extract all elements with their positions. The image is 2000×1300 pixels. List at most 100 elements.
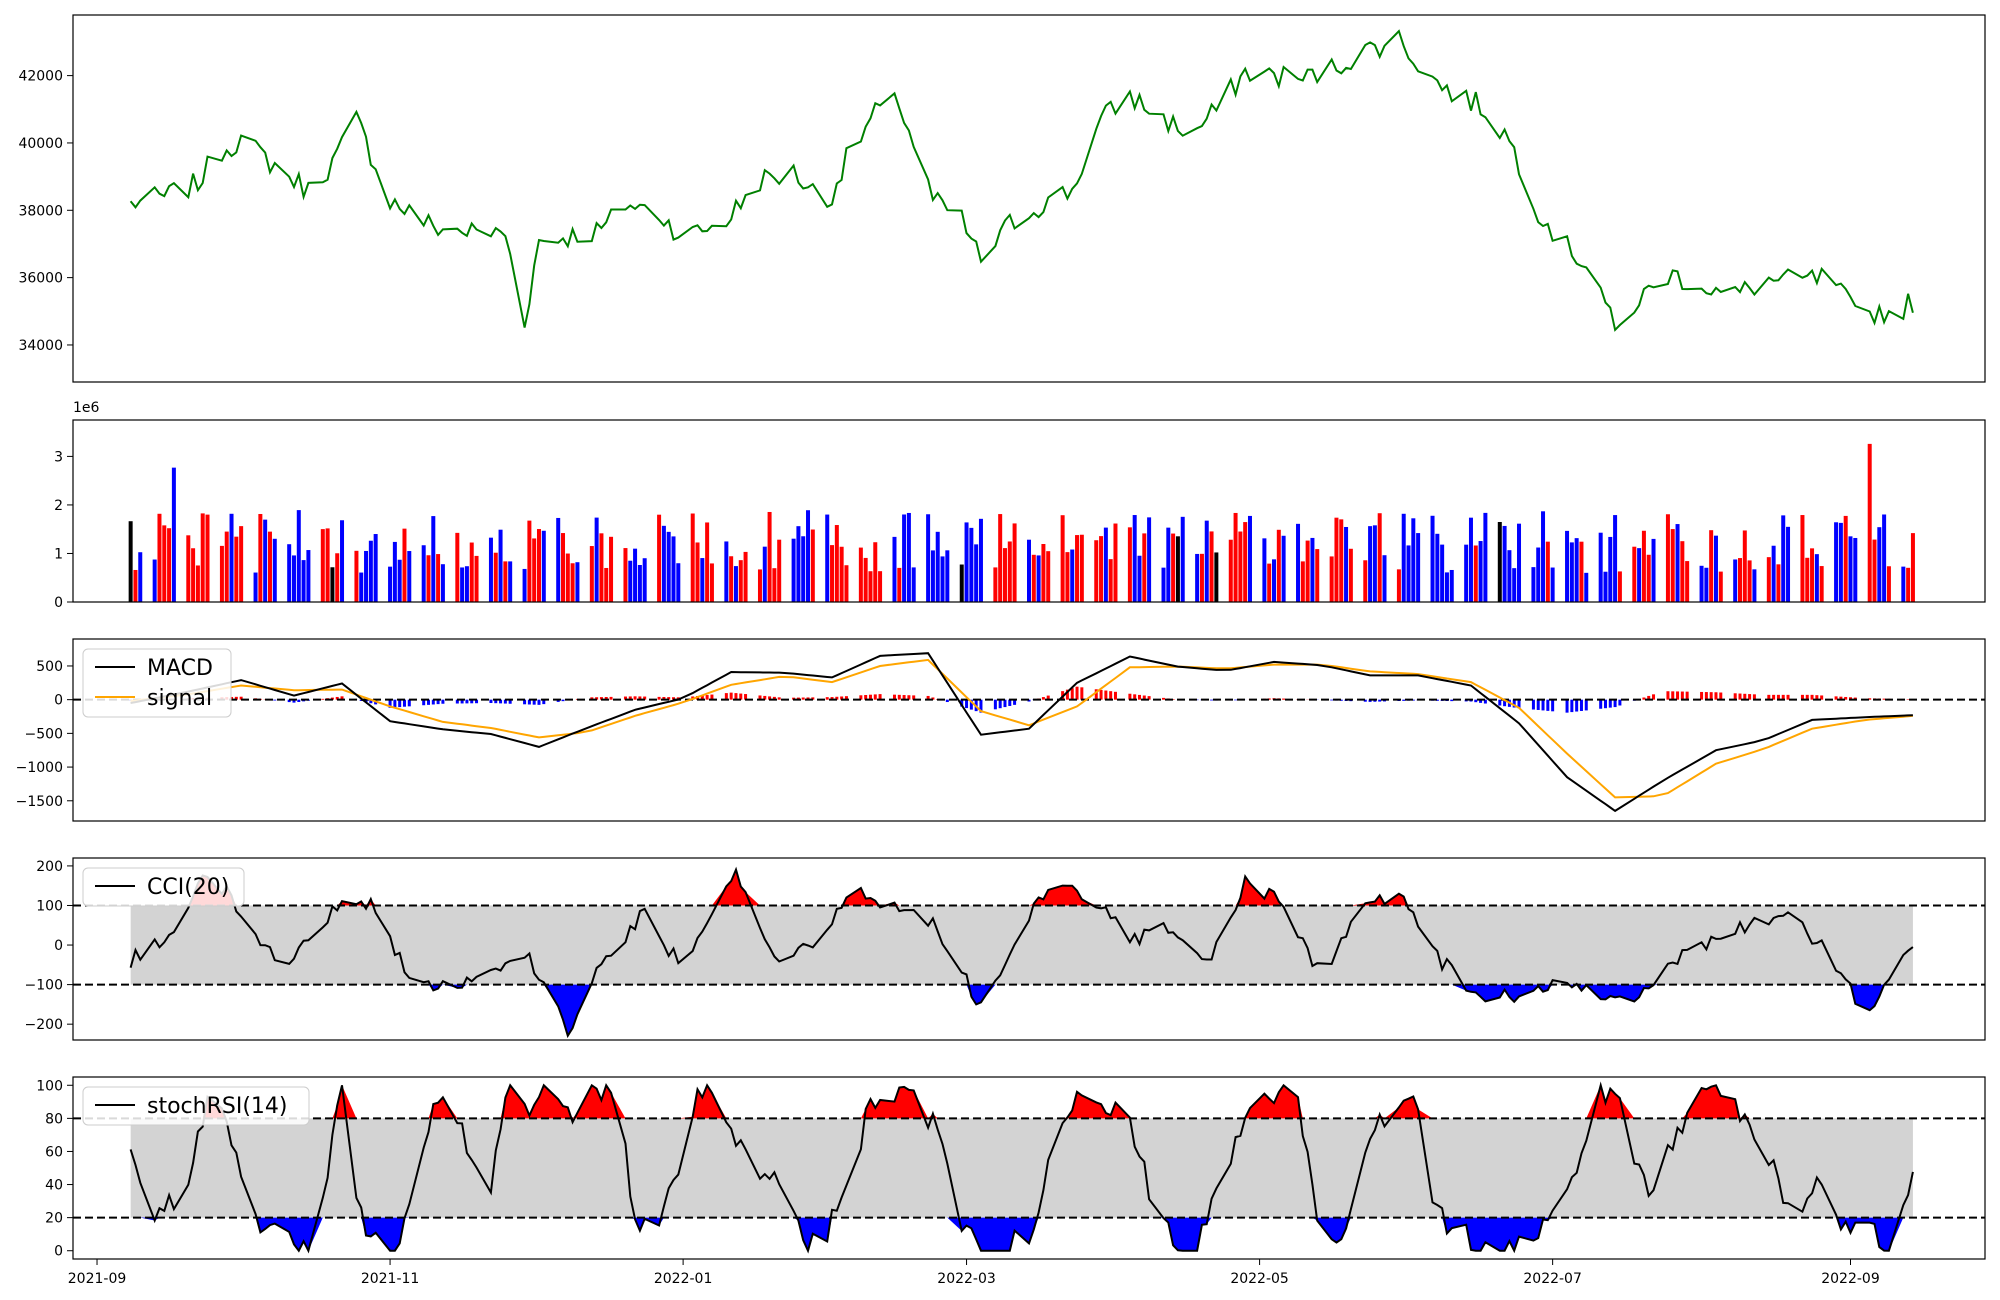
volume-bar [834, 525, 839, 602]
volume-bar [926, 514, 931, 602]
volume-bar [757, 569, 762, 602]
volume-bar [1670, 529, 1675, 602]
volume-bar [642, 558, 647, 602]
macd-histogram-bar [1536, 699, 1540, 710]
volume-bar [1329, 556, 1334, 602]
macd-histogram-bar [792, 697, 796, 700]
macd-histogram-bar [1834, 696, 1838, 700]
volume-bar [440, 564, 445, 602]
volume-bar [1166, 527, 1171, 602]
cci-ytick-label: 0 [54, 938, 63, 954]
price-ytick-label: 42000 [18, 69, 63, 85]
volume-bar [1300, 561, 1305, 602]
macd-ytick-label: −1500 [16, 794, 63, 810]
volume-bar [359, 572, 364, 602]
macd-histogram-bar [1104, 690, 1108, 700]
volume-bar [1910, 533, 1915, 602]
volume-bar [1651, 538, 1656, 602]
volume-bar [354, 550, 359, 602]
volume-bar [1416, 533, 1421, 602]
volume-bar [541, 530, 546, 602]
macd-histogram-bar [1853, 697, 1857, 700]
volume-bar [426, 555, 431, 602]
macd-histogram-bar [330, 697, 334, 700]
signal-line [130, 658, 1913, 799]
macd-histogram-bar [1671, 691, 1675, 700]
macd-histogram-bar [1647, 695, 1651, 700]
volume-bar [1348, 548, 1353, 602]
macd-histogram-bar [1844, 696, 1848, 700]
volume-bar [258, 513, 263, 602]
volume-bar [1819, 566, 1824, 602]
volume-bar [729, 556, 734, 602]
volume-bar [777, 539, 782, 602]
volume-bar [1853, 537, 1858, 602]
volume-bar [1685, 561, 1690, 602]
volume-bar [1584, 572, 1589, 602]
volume-bar [1699, 565, 1704, 602]
volume-bar [532, 538, 537, 602]
volume-bar [1473, 545, 1478, 602]
macd-histogram-bar [1719, 692, 1723, 700]
macd-histogram-bar [1070, 688, 1074, 700]
volume-bar [743, 551, 748, 602]
macd-histogram-bar [234, 696, 238, 700]
volume-bar [200, 513, 205, 602]
stochrsi-ytick-label: 40 [45, 1178, 63, 1194]
macd-histogram-bar [287, 699, 291, 703]
macd-histogram-bar [1700, 691, 1704, 700]
volume-bar [1099, 536, 1104, 602]
volume-bar [767, 511, 772, 602]
macd-histogram-bar [1531, 699, 1535, 710]
macd-histogram-bar [527, 699, 531, 705]
volume-bar [1002, 548, 1007, 602]
volume-bar [205, 514, 210, 602]
volume-bar [186, 535, 191, 602]
volume-bar [1771, 545, 1776, 602]
macd-histogram-bar [1373, 699, 1377, 702]
macd-histogram-bar [407, 699, 411, 707]
volume-bar [724, 541, 729, 602]
volume-bar [330, 567, 335, 602]
volume-bar [561, 533, 566, 602]
volume-bar [940, 556, 945, 602]
macd-histogram-bar [878, 694, 882, 700]
macd-histogram-bar [623, 696, 627, 700]
volume-bar [1776, 564, 1781, 602]
macd-histogram-bar [1709, 692, 1713, 700]
volume-bar [508, 561, 513, 602]
volume-bar [930, 550, 935, 602]
volume-bar [1175, 536, 1180, 602]
volume-bar [1680, 541, 1685, 602]
macd-histogram-bar [768, 696, 772, 700]
macd-histogram-bar [1450, 699, 1454, 702]
volume-bar [1103, 527, 1108, 602]
volume-bar [897, 567, 902, 602]
volume-bar [138, 552, 143, 602]
volume-bar [1195, 553, 1200, 602]
macd-histogram-bar [1503, 699, 1507, 707]
volume-bar [623, 548, 628, 602]
volume-bar [1007, 541, 1012, 602]
price-line [129, 29, 1914, 332]
volume-bar [287, 544, 292, 602]
stochrsi-axes-frame [72, 1076, 1986, 1260]
price-ytick-label: 34000 [18, 338, 63, 354]
macd-histogram-bar [945, 699, 949, 703]
macd-histogram-bar [1479, 699, 1483, 703]
volume-bar [738, 560, 743, 602]
volume-bar [810, 529, 815, 602]
macd-histogram-bar [340, 696, 344, 700]
macd-histogram-bar [907, 695, 911, 700]
macd-histogram-bar [470, 699, 474, 704]
volume-bar [1464, 544, 1469, 602]
volume-bar [1565, 530, 1570, 602]
macd-histogram-bar [1565, 699, 1569, 713]
macd-histogram-bar [1411, 699, 1415, 701]
volume-bar [1012, 523, 1017, 602]
macd-histogram-bar [1128, 693, 1132, 700]
volume-bar [1800, 515, 1805, 602]
macd-histogram-bar [1142, 695, 1146, 700]
macd-histogram-bar [609, 696, 613, 700]
macd-histogram-bar [335, 696, 339, 700]
